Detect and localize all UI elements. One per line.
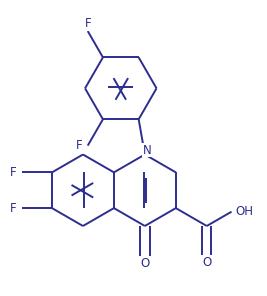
Text: F: F bbox=[84, 17, 91, 30]
Text: F: F bbox=[10, 166, 16, 179]
Text: O: O bbox=[202, 256, 211, 269]
Text: F: F bbox=[76, 139, 83, 152]
Text: N: N bbox=[143, 144, 151, 157]
Text: O: O bbox=[140, 258, 150, 271]
Text: F: F bbox=[10, 202, 16, 215]
Text: OH: OH bbox=[235, 205, 254, 218]
